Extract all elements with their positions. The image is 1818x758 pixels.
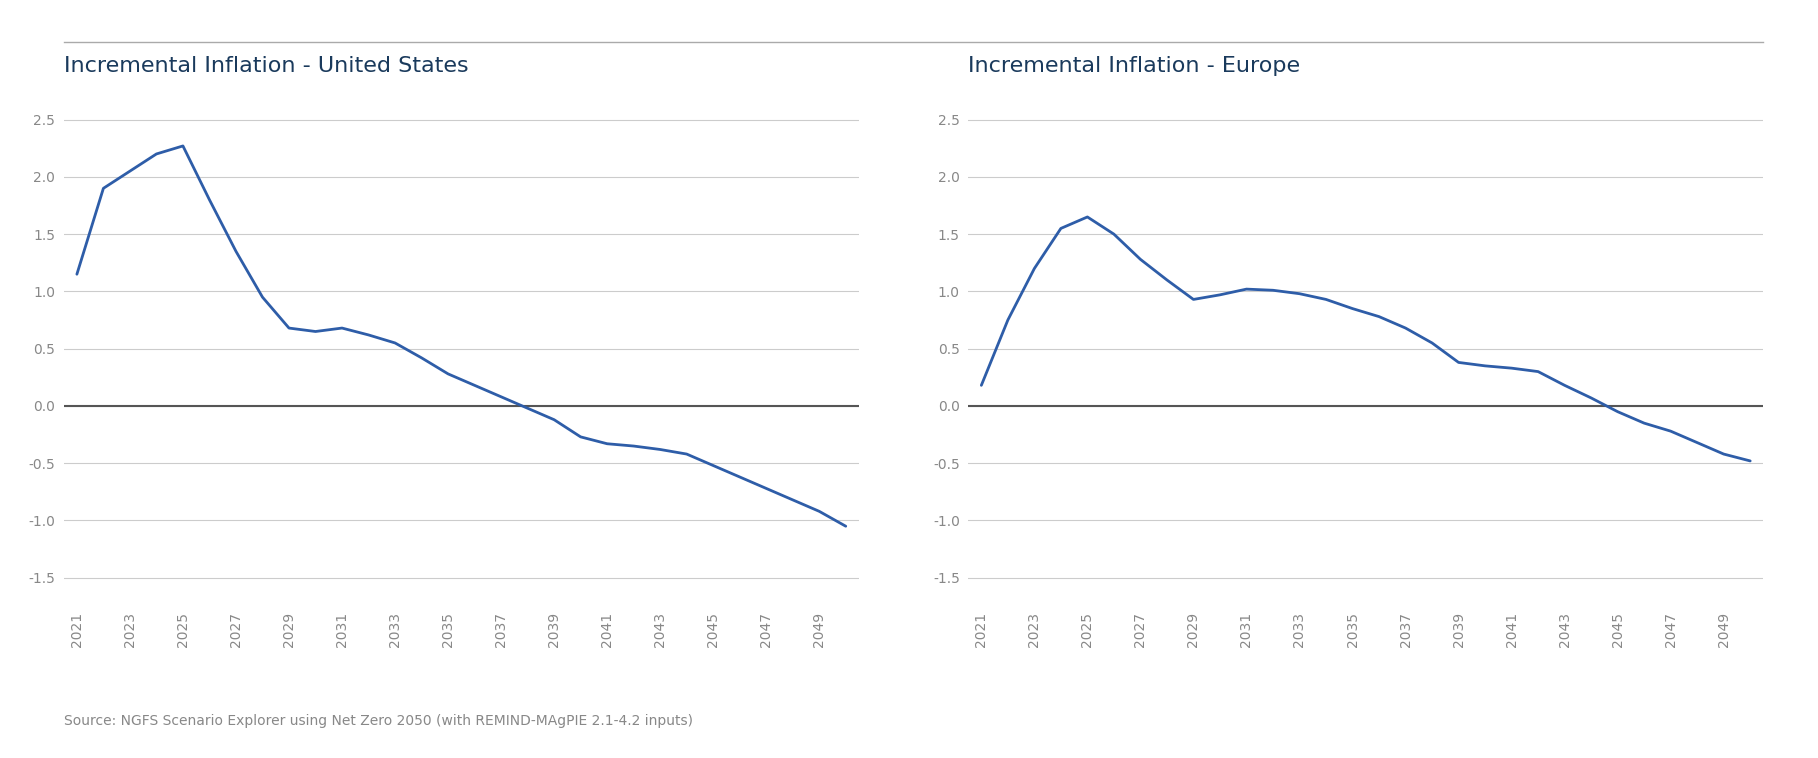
Text: Incremental Inflation - United States: Incremental Inflation - United States [64,55,469,76]
Text: Source: NGFS Scenario Explorer using Net Zero 2050 (with REMIND-MAgPIE 2.1-4.2 i: Source: NGFS Scenario Explorer using Net… [64,714,693,728]
Text: Incremental Inflation - Europe: Incremental Inflation - Europe [967,55,1300,76]
